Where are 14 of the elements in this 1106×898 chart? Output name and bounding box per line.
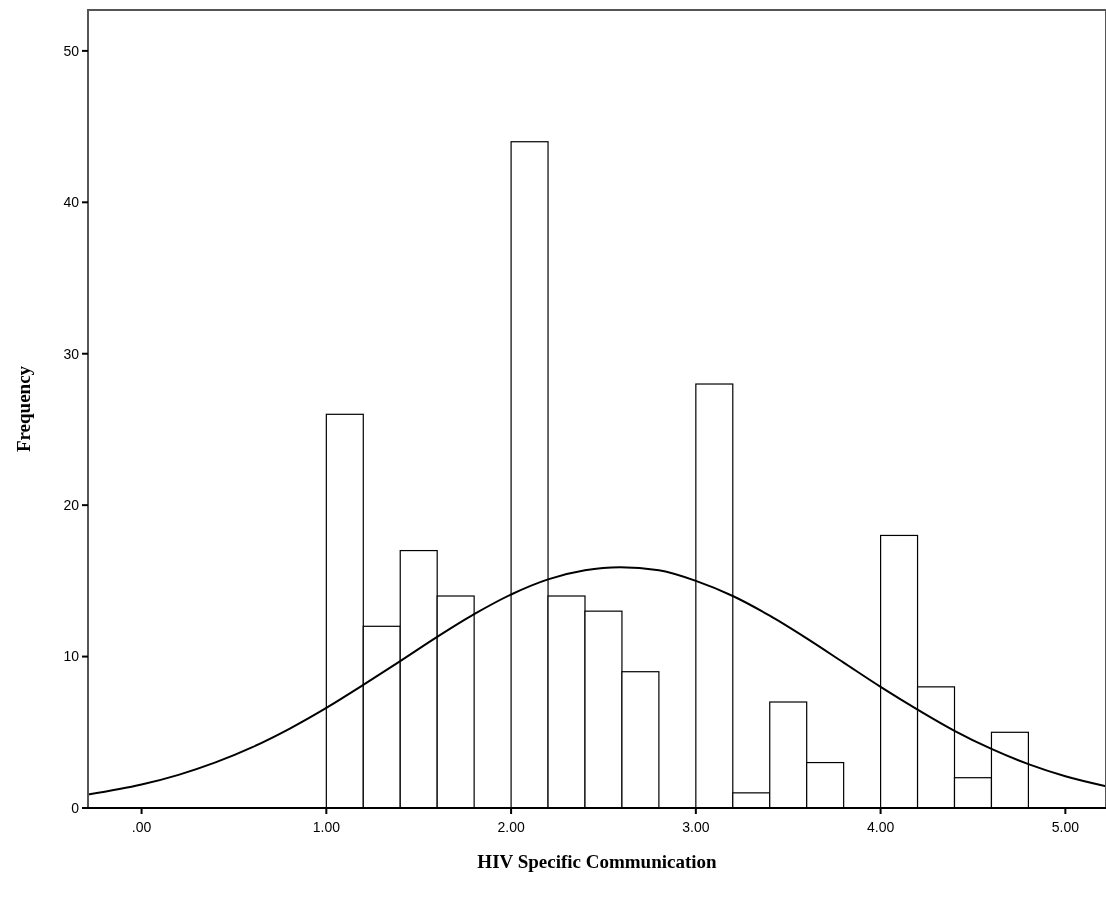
x-tick-label: .00: [131, 819, 152, 835]
x-tick-label: 3.00: [682, 819, 710, 835]
y-tick-label: 20: [63, 497, 80, 514]
x-tick-label: 1.00: [312, 819, 341, 835]
y-tick-label: 30: [63, 345, 80, 362]
y-axis-title: Frequency: [13, 365, 34, 453]
x-tick-label: 5.00: [1051, 819, 1080, 835]
y-tick-label: 10: [63, 648, 80, 665]
y-tick-label: 0: [71, 799, 80, 816]
x-tick-label: 4.00: [866, 819, 895, 835]
x-tick-label: 2.00: [497, 819, 525, 835]
y-tick-label: 50: [63, 42, 80, 59]
y-tick-label: 40: [63, 194, 80, 211]
x-axis-title: HIV Specific Communication: [477, 851, 718, 872]
